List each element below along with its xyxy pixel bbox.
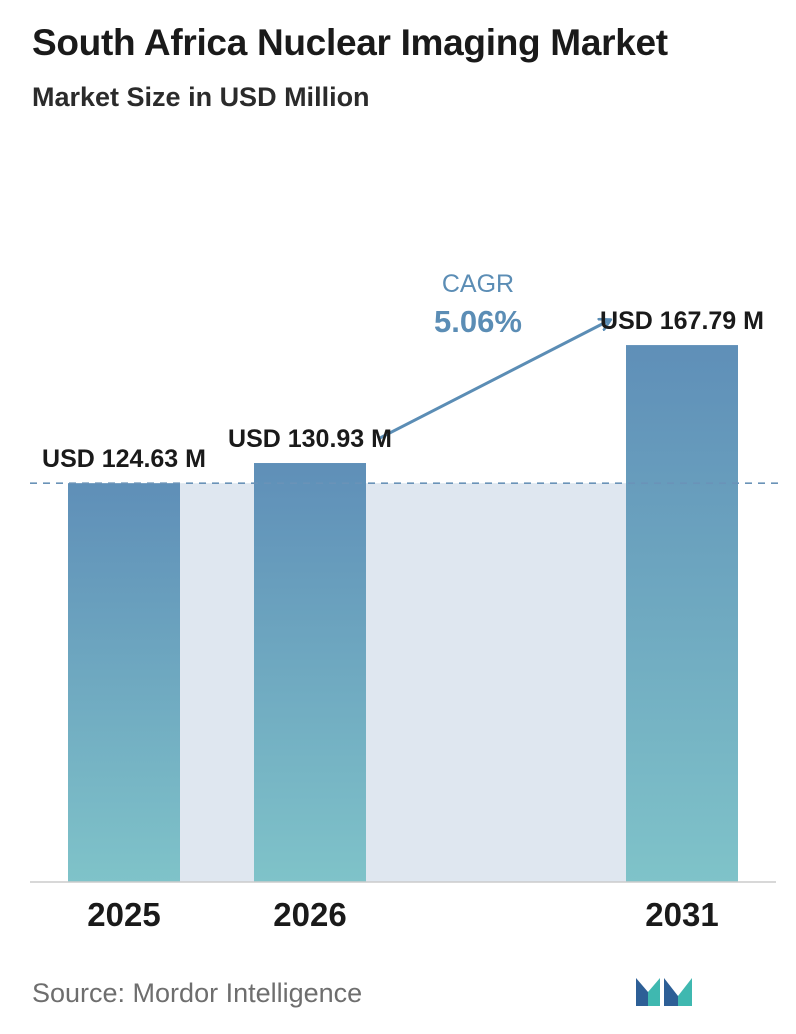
value-label-2031: USD 167.79 M (600, 307, 764, 335)
bar-2031 (626, 345, 738, 882)
cagr-arrow (378, 320, 610, 440)
source-note: Source: Mordor Intelligence (32, 978, 363, 1008)
chart-subtitle: Market Size in USD Million (32, 82, 370, 112)
value-label-2026: USD 130.93 M (228, 425, 392, 453)
x-tick-label-2026: 2026 (273, 896, 346, 933)
bar-2026 (254, 463, 366, 882)
cagr-label: CAGR (442, 270, 514, 298)
value-label-2025: USD 124.63 M (42, 445, 206, 473)
cagr-value: 5.06% (434, 304, 522, 339)
chart-title: South Africa Nuclear Imaging Market (32, 22, 668, 63)
x-tick-label-2025: 2025 (87, 896, 160, 933)
bar-2025 (68, 483, 180, 882)
x-tick-label-2031: 2031 (645, 896, 718, 933)
mordor-intelligence-logo-icon (636, 978, 692, 1006)
